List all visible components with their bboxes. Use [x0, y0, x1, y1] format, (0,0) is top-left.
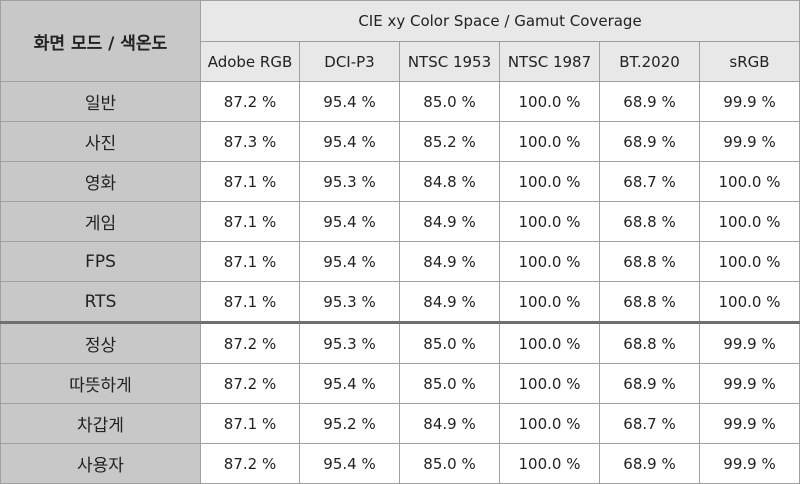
table-cell: 84.9 %	[399, 201, 500, 242]
table-cell: 84.9 %	[399, 281, 500, 323]
table-row: 정상 87.2 % 95.3 % 85.0 % 100.0 % 68.8 % 99.9 %	[0, 321, 800, 364]
column-header: NTSC 1987	[499, 41, 600, 82]
table-cell: 100.0 %	[698, 281, 800, 323]
column-header: DCI-P3	[299, 41, 400, 82]
table-row: 영화 87.1 % 95.3 % 84.8 % 100.0 % 68.7 % 100.0 %	[0, 161, 800, 202]
table-cell: 87.1 %	[200, 281, 300, 323]
row-label: 따뜻하게	[0, 363, 201, 404]
table-cell: 99.9 %	[698, 443, 800, 484]
table-cell: 100.0 %	[499, 443, 600, 484]
table-cell: 95.4 %	[299, 81, 400, 122]
table-cell: 99.9 %	[698, 121, 800, 162]
table-cell: 87.1 %	[200, 403, 300, 444]
table-cell: 100.0 %	[499, 363, 600, 404]
table-cell: 68.7 %	[599, 403, 700, 444]
table-row: 사진 87.3 % 95.4 % 85.2 % 100.0 % 68.9 % 99.9 %	[0, 121, 800, 162]
table-cell: 95.3 %	[299, 161, 400, 202]
table-cell: 68.9 %	[599, 443, 700, 484]
table-cell: 87.3 %	[200, 121, 300, 162]
table-cell: 68.9 %	[599, 81, 700, 122]
table-cell: 68.7 %	[599, 161, 700, 202]
table-row: FPS 87.1 % 95.4 % 84.9 % 100.0 % 68.8 % 100.0 …	[0, 241, 800, 282]
corner-header: 화면 모드 / 색온도	[0, 0, 201, 82]
table-cell: 87.1 %	[200, 241, 300, 282]
column-header: Adobe RGB	[200, 41, 300, 82]
row-label: 사용자	[0, 443, 201, 484]
table-cell: 68.9 %	[599, 121, 700, 162]
table-cell: 84.9 %	[399, 403, 500, 444]
group-header: CIE xy Color Space / Gamut Coverage	[199, 0, 800, 42]
table-cell: 84.8 %	[399, 161, 500, 202]
table-cell: 99.9 %	[698, 321, 800, 364]
column-header: sRGB	[698, 41, 800, 82]
row-label: RTS	[0, 281, 201, 323]
table-cell: 95.4 %	[299, 121, 400, 162]
table-cell: 100.0 %	[499, 281, 600, 323]
row-label: 게임	[0, 201, 201, 242]
table-cell: 95.2 %	[299, 403, 400, 444]
table-cell: 85.0 %	[399, 81, 500, 122]
table-cell: 100.0 %	[499, 403, 600, 444]
row-label: 정상	[0, 321, 201, 364]
table-cell: 87.2 %	[200, 363, 300, 404]
table-cell: 68.8 %	[599, 241, 700, 282]
table-cell: 68.9 %	[599, 363, 700, 404]
row-label: FPS	[0, 241, 201, 282]
table-cell: 95.3 %	[299, 321, 400, 364]
table-cell: 85.2 %	[399, 121, 500, 162]
row-label: 차갑게	[0, 403, 201, 444]
table-cell: 84.9 %	[399, 241, 500, 282]
table-cell: 87.2 %	[200, 321, 300, 364]
table-cell: 100.0 %	[698, 161, 800, 202]
table-cell: 87.1 %	[200, 201, 300, 242]
table-cell: 99.9 %	[698, 403, 800, 444]
table-cell: 100.0 %	[499, 241, 600, 282]
table-row: 따뜻하게 87.2 % 95.4 % 85.0 % 100.0 % 68.9 % 99.9 …	[0, 363, 800, 404]
table-cell: 99.9 %	[698, 81, 800, 122]
table-cell: 95.4 %	[299, 241, 400, 282]
table-cell: 99.9 %	[698, 363, 800, 404]
table-cell: 100.0 %	[499, 201, 600, 242]
table-row: 게임 87.1 % 95.4 % 84.9 % 100.0 % 68.8 % 100.0 %	[0, 201, 800, 242]
table-cell: 95.4 %	[299, 363, 400, 404]
table-row: RTS 87.1 % 95.3 % 84.9 % 100.0 % 68.8 % 100.0 …	[0, 281, 800, 323]
table-cell: 100.0 %	[499, 81, 600, 122]
table-cell: 85.0 %	[399, 321, 500, 364]
table-cell: 100.0 %	[698, 201, 800, 242]
table-cell: 100.0 %	[698, 241, 800, 282]
table-cell: 87.2 %	[200, 81, 300, 122]
table-cell: 100.0 %	[499, 321, 600, 364]
table-row: 차갑게 87.1 % 95.2 % 84.9 % 100.0 % 68.7 % 99.9 %	[0, 403, 800, 444]
table-cell: 95.4 %	[299, 443, 400, 484]
table-cell: 85.0 %	[399, 443, 500, 484]
table-body: 일반 87.2 % 95.4 % 85.0 % 100.0 % 68.9 % 99.9 % 사…	[0, 81, 800, 484]
row-label: 영화	[0, 161, 201, 202]
table-cell: 95.4 %	[299, 201, 400, 242]
table-cell: 68.8 %	[599, 281, 700, 323]
row-label: 사진	[0, 121, 201, 162]
table-cell: 87.2 %	[200, 443, 300, 484]
table-cell: 68.8 %	[599, 201, 700, 242]
table-cell: 85.0 %	[399, 363, 500, 404]
table-cell: 100.0 %	[499, 121, 600, 162]
table-cell: 87.1 %	[200, 161, 300, 202]
table-cell: 95.3 %	[299, 281, 400, 323]
table-row: 일반 87.2 % 95.4 % 85.0 % 100.0 % 68.9 % 99.9 %	[0, 81, 800, 122]
row-label: 일반	[0, 81, 201, 122]
column-header: BT.2020	[599, 41, 700, 82]
table-cell: 68.8 %	[599, 321, 700, 364]
table-row: 사용자 87.2 % 95.4 % 85.0 % 100.0 % 68.9 % 99.9 %	[0, 443, 800, 484]
table-cell: 100.0 %	[499, 161, 600, 202]
column-header: NTSC 1953	[399, 41, 500, 82]
